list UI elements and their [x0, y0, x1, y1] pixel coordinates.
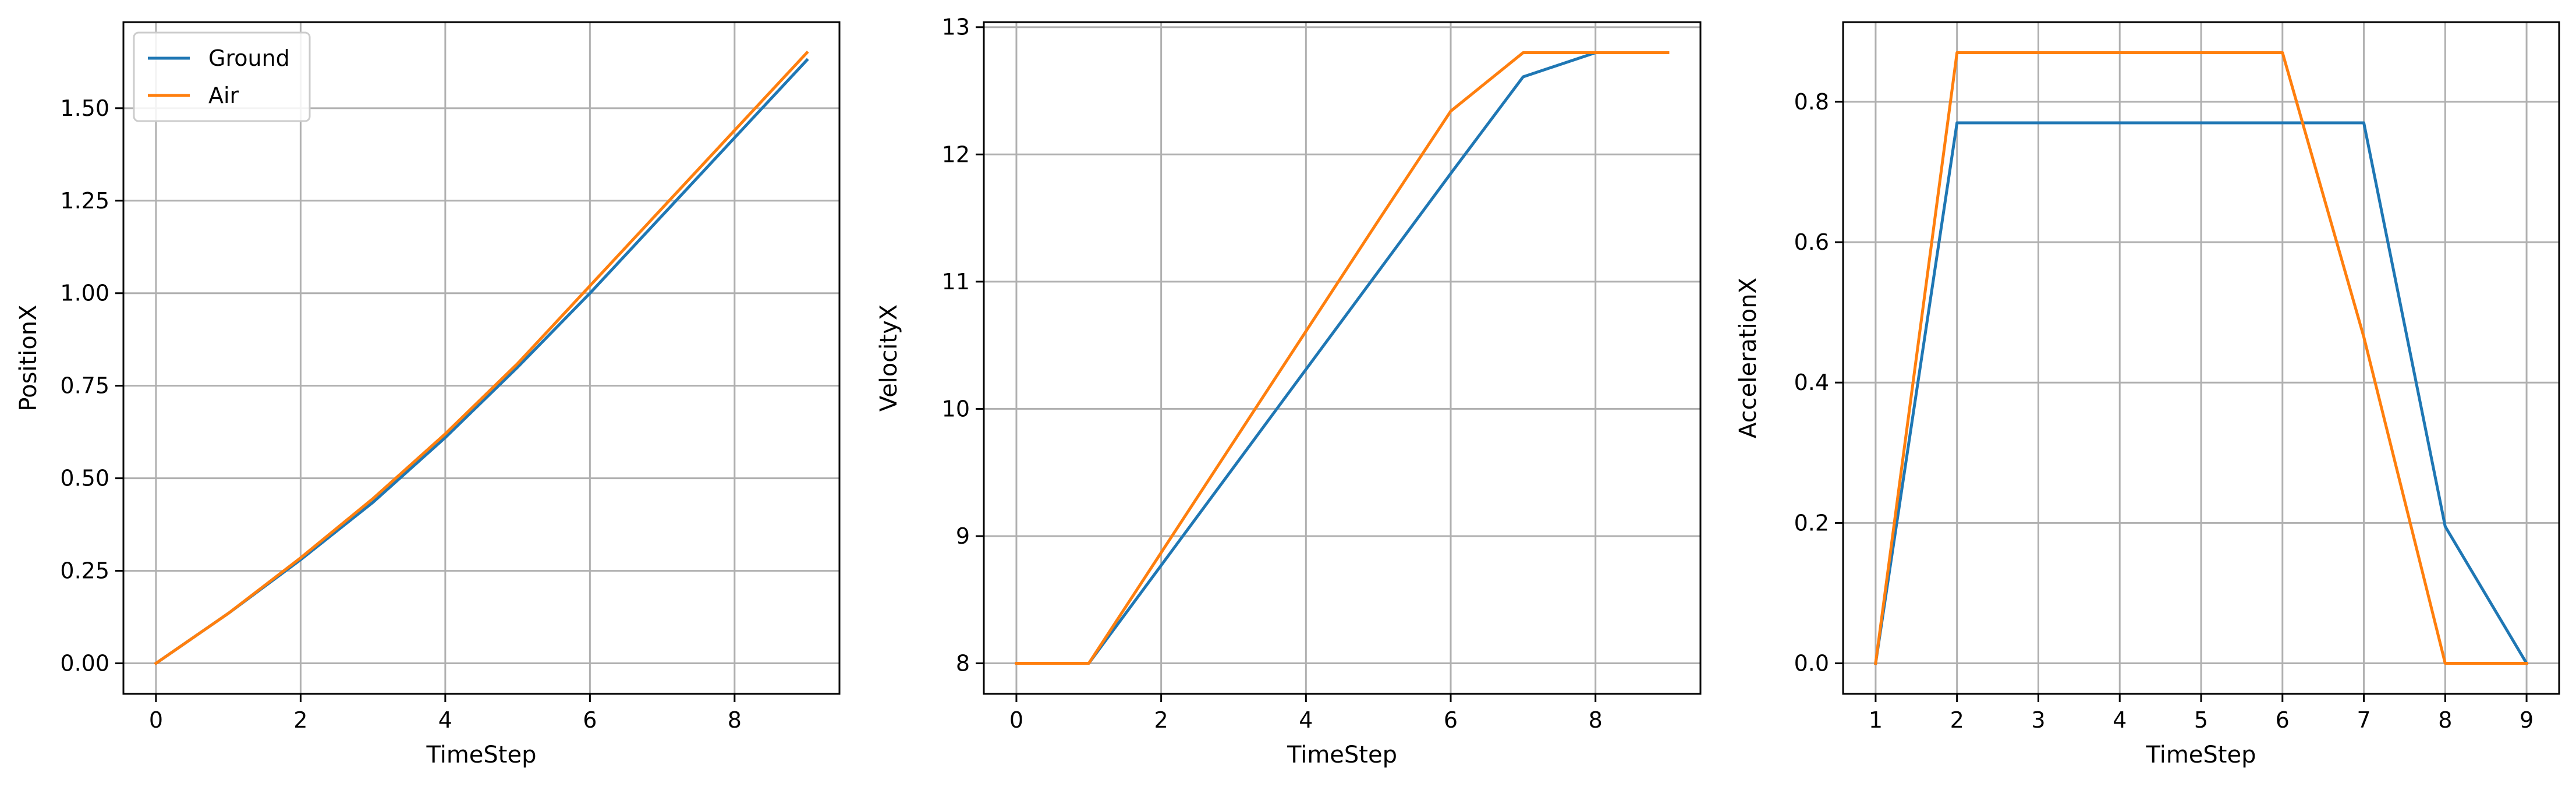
- x-tick-label: 4: [1299, 707, 1313, 733]
- axes-frame: [122, 21, 841, 695]
- x-tick-label: 4: [2113, 707, 2127, 733]
- x-tick-label: 4: [438, 707, 452, 733]
- y-tick-label: 0.50: [60, 466, 109, 491]
- series-line-air: [1874, 51, 2528, 665]
- x-axis-label: TimeStep: [2146, 742, 2256, 768]
- x-tick-label: 2: [1950, 707, 1964, 733]
- y-axis-label: PositionX: [15, 304, 42, 411]
- subplot-3: 1 2 3 4 5 6 7 8 9 0.0 0.2 0.4 0.6 0.8 TimeStep Accelera…: [1735, 21, 2560, 768]
- x-axis-label: TimeStep: [1287, 742, 1397, 768]
- x-tick-label: 8: [1589, 707, 1603, 733]
- y-tick-label: 0.00: [60, 651, 109, 676]
- legend-label-air: Air: [208, 83, 239, 108]
- series-line-ground: [1015, 51, 1670, 665]
- y-tick-label: 10: [942, 396, 970, 421]
- axes-frame: [983, 21, 1702, 695]
- y-tick-label: 9: [956, 523, 970, 549]
- x-tick-label: 2: [1154, 707, 1168, 733]
- x-tick-label: 6: [2276, 707, 2290, 733]
- y-tick-label: 1.50: [60, 95, 109, 121]
- y-tick-label: 0.6: [1794, 229, 1829, 255]
- y-tick-label: 1.00: [60, 281, 109, 306]
- x-tick-label: 1: [1869, 707, 1883, 733]
- subplot-2: 0 2 4 6 8 8 9 10 11 12 13 TimeStep VelocityX: [876, 15, 1702, 768]
- grid: [1843, 22, 2559, 694]
- y-tick-label: 0.25: [60, 558, 109, 584]
- y-tick-label: 8: [956, 651, 970, 676]
- y-tick-label: 12: [942, 141, 970, 167]
- y-tick-label: 0.75: [60, 373, 109, 399]
- x-tick-label: 7: [2357, 707, 2371, 733]
- y-axis-label: AccelerationX: [1735, 278, 1762, 438]
- x-tick-label: 3: [2031, 707, 2045, 733]
- x-axis-label: TimeStep: [426, 742, 537, 768]
- x-tick-label: 2: [293, 707, 307, 733]
- series-line-air: [154, 50, 809, 665]
- legend-box: [133, 31, 311, 122]
- y-tick-label: 0.2: [1794, 510, 1829, 536]
- grid: [984, 22, 1700, 694]
- x-tick-label: 8: [728, 707, 742, 733]
- y-tick-label: 13: [942, 15, 970, 40]
- series-line-ground: [154, 58, 809, 665]
- y-tick-label: 0.0: [1794, 651, 1829, 676]
- legend: Ground Air: [133, 31, 311, 122]
- subplot-1: 0 2 4 6 8 0.00 0.25 0.50 0.75 1.00 1.25 1.50 TimeSte…: [15, 21, 841, 768]
- y-tick-label: 0.4: [1794, 370, 1829, 395]
- x-tick-label: 0: [1009, 707, 1023, 733]
- series-line-ground: [1874, 121, 2529, 665]
- y-tick-label: 11: [942, 269, 970, 295]
- legend-label-ground: Ground: [208, 45, 290, 71]
- x-tick-label: 8: [2438, 707, 2452, 733]
- grid: [123, 22, 839, 694]
- x-tick-label: 5: [2194, 707, 2208, 733]
- x-tick-label: 6: [1444, 707, 1458, 733]
- x-tick-label: 6: [583, 707, 597, 733]
- y-axis-label: VelocityX: [876, 304, 902, 412]
- y-tick-label: 0.8: [1794, 89, 1829, 115]
- x-tick-label: 9: [2520, 707, 2534, 733]
- y-tick-label: 1.25: [60, 188, 109, 214]
- series-line-air: [1015, 51, 1670, 665]
- x-tick-label: 0: [149, 707, 163, 733]
